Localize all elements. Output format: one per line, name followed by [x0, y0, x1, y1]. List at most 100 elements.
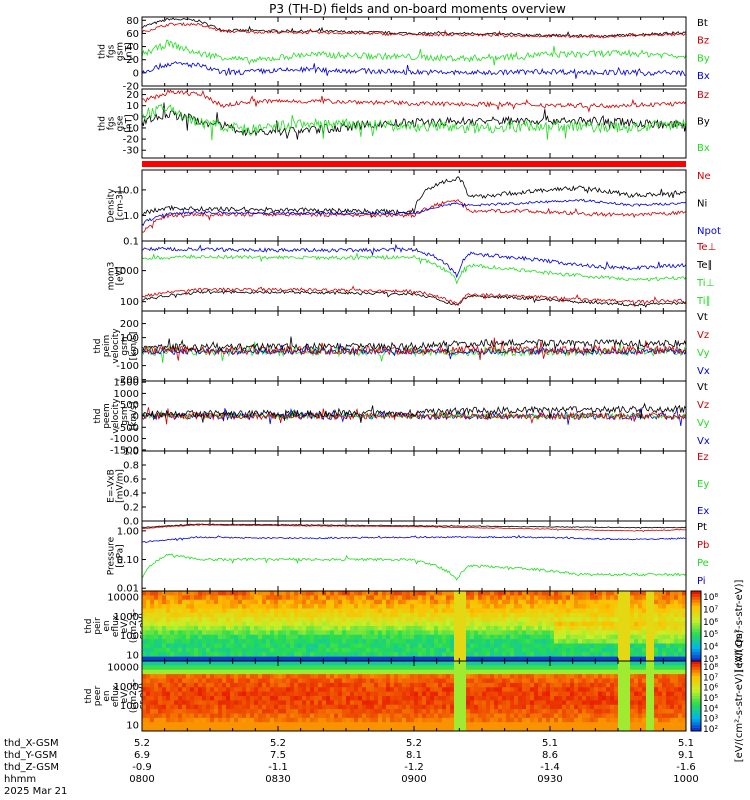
heatmap-cell — [382, 678, 387, 684]
heatmap-cell — [186, 691, 191, 697]
heatmap-cell — [386, 665, 391, 671]
heatmap-cell — [530, 665, 535, 671]
heatmap-cell — [526, 621, 531, 627]
heatmap-cell — [518, 612, 523, 618]
heatmap-cell — [242, 634, 247, 640]
heatmap-cell — [278, 630, 283, 636]
heatmap-cell — [318, 696, 323, 701]
heatmap-cell — [650, 639, 655, 644]
heatmap-cell — [578, 704, 583, 710]
heatmap-cell — [578, 700, 583, 706]
heatmap-cell — [594, 591, 599, 596]
heatmap-cell — [286, 674, 291, 679]
heatmap-cell — [386, 691, 391, 697]
heatmap-cell — [326, 626, 331, 631]
heatmap-cell — [578, 722, 583, 728]
heatmap-cell — [330, 713, 335, 719]
heatmap-cell — [626, 665, 631, 671]
heatmap-cell — [554, 626, 559, 631]
heatmap-cell — [522, 647, 527, 653]
heatmap-cell — [198, 595, 203, 601]
heatmap-cell — [238, 591, 243, 596]
heatmap-cell — [438, 678, 443, 684]
heatmap-cell — [682, 643, 687, 649]
heatmap-cell — [514, 696, 519, 701]
heatmap-cell — [558, 656, 563, 662]
panel-ion_velocity: thd peim velocity gsm [km/s]2001000-100-200V… — [93, 310, 710, 386]
heatmap-cell — [550, 647, 555, 653]
heatmap-cell — [354, 626, 359, 631]
heatmap-cell — [482, 612, 487, 618]
ylabel-line: [nT] — [125, 42, 135, 60]
heatmap-cell — [538, 669, 543, 675]
heatmap-cell — [602, 661, 607, 666]
heatmap-cell — [626, 643, 631, 649]
heatmap-cell — [170, 713, 175, 719]
heatmap-cell — [318, 709, 323, 714]
heatmap-cell — [154, 621, 159, 627]
heatmap-cell — [182, 691, 187, 697]
heatmap-cell — [598, 713, 603, 719]
heatmap-cell — [454, 713, 459, 719]
heatmap-cell — [614, 696, 619, 701]
heatmap-cell — [198, 604, 203, 609]
heatmap-cell — [590, 626, 595, 631]
heatmap-cell — [386, 617, 391, 623]
ylabel-line: [mV/m] — [116, 469, 126, 503]
heatmap-cell — [502, 713, 507, 719]
heatmap-cell — [190, 652, 195, 658]
heatmap-cell — [178, 652, 183, 658]
heatmap-cell — [162, 608, 167, 614]
heatmap-cell — [650, 643, 655, 649]
heatmap-cell — [414, 709, 419, 714]
heatmap-cell — [202, 621, 207, 627]
heatmap-cell — [402, 595, 407, 601]
heatmap-cell — [582, 595, 587, 601]
heatmap-cell — [630, 682, 635, 688]
heatmap-cell — [426, 621, 431, 627]
heatmap-cell — [262, 643, 267, 649]
heatmap-cell — [534, 717, 539, 723]
heatmap-cell — [242, 717, 247, 723]
heatmap-cell — [506, 647, 511, 653]
heatmap-cell — [218, 612, 223, 618]
heatmap-cell — [490, 634, 495, 640]
heatmap-cell — [494, 674, 499, 679]
heatmap-cell — [530, 626, 535, 631]
heatmap-cell — [334, 704, 339, 710]
heatmap-cell — [222, 682, 227, 688]
heatmap-cell — [670, 626, 675, 631]
heatmap-cell — [410, 696, 415, 701]
heatmap-cell — [610, 608, 615, 614]
heatmap-cell — [670, 630, 675, 636]
ylabel-line: thd — [93, 409, 103, 424]
heatmap-cell — [610, 665, 615, 671]
heatmap-cell — [542, 652, 547, 658]
heatmap-cell — [630, 687, 635, 693]
heatmap-cell — [238, 604, 243, 609]
heatmap-cell — [446, 612, 451, 618]
heatmap-cell — [378, 709, 383, 714]
heatmap-cell — [534, 612, 539, 618]
heatmap-cell — [438, 617, 443, 623]
heatmap-cell — [142, 691, 147, 697]
heatmap-cell — [282, 722, 287, 728]
series-line — [142, 102, 686, 140]
heatmap-cell — [238, 661, 243, 666]
heatmap-cell — [246, 643, 251, 649]
heatmap-cell — [194, 656, 199, 662]
heatmap-cell — [622, 674, 627, 679]
heatmap-cell — [182, 647, 187, 653]
heatmap-cell — [446, 726, 451, 732]
heatmap-cell — [458, 678, 463, 684]
heatmap-cell — [550, 591, 555, 596]
heatmap-cell — [618, 726, 623, 732]
heatmap-cell — [658, 617, 663, 623]
heatmap-cell — [502, 652, 507, 658]
heatmap-cell — [322, 661, 327, 666]
heatmap-cell — [458, 612, 463, 618]
heatmap-cell — [210, 599, 215, 605]
heatmap-cell — [630, 626, 635, 631]
heatmap-cell — [342, 713, 347, 719]
heatmap-cell — [362, 700, 367, 706]
